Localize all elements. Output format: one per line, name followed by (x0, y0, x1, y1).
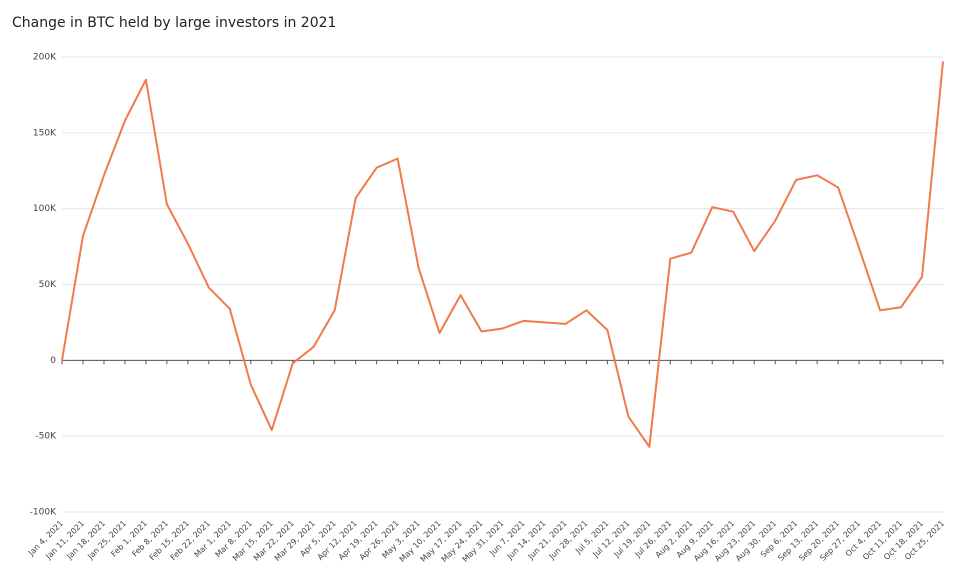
y-tick-label: 50K (39, 280, 57, 290)
y-tick-label: 100K (33, 204, 57, 214)
y-tick-label: -50K (35, 432, 57, 442)
y-tick-label: 200K (33, 53, 57, 63)
y-tick-label: -100K (30, 508, 57, 518)
y-tick-label: 0 (50, 356, 56, 366)
y-tick-label: 150K (33, 128, 57, 138)
data-line (61, 61, 944, 448)
chart-title: Change in BTC held by large investors in… (12, 15, 336, 31)
